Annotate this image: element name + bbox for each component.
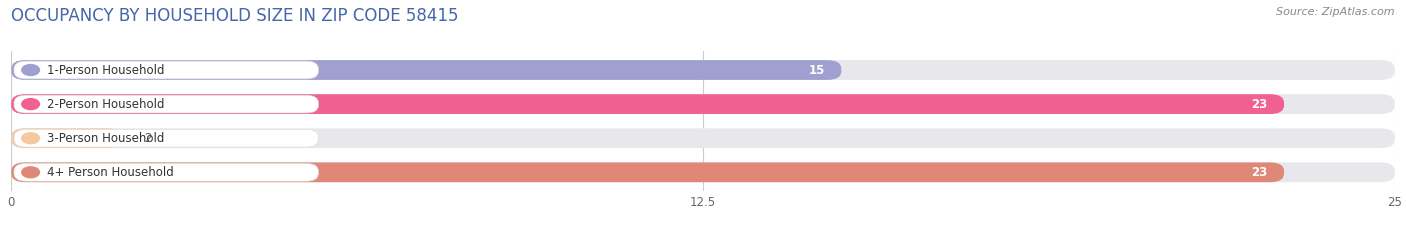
Circle shape bbox=[21, 65, 39, 75]
FancyBboxPatch shape bbox=[14, 61, 318, 79]
FancyBboxPatch shape bbox=[11, 94, 1395, 114]
Text: 15: 15 bbox=[808, 64, 825, 76]
Circle shape bbox=[21, 133, 39, 144]
Circle shape bbox=[21, 167, 39, 178]
FancyBboxPatch shape bbox=[11, 60, 841, 80]
Text: 23: 23 bbox=[1251, 166, 1267, 179]
Text: 2: 2 bbox=[143, 132, 152, 145]
FancyBboxPatch shape bbox=[11, 128, 1395, 148]
FancyBboxPatch shape bbox=[14, 95, 318, 113]
Circle shape bbox=[21, 99, 39, 110]
Text: 2-Person Household: 2-Person Household bbox=[48, 98, 165, 111]
FancyBboxPatch shape bbox=[11, 128, 122, 148]
Text: 1-Person Household: 1-Person Household bbox=[48, 64, 165, 76]
Text: OCCUPANCY BY HOUSEHOLD SIZE IN ZIP CODE 58415: OCCUPANCY BY HOUSEHOLD SIZE IN ZIP CODE … bbox=[11, 7, 458, 25]
FancyBboxPatch shape bbox=[11, 162, 1284, 182]
Text: Source: ZipAtlas.com: Source: ZipAtlas.com bbox=[1277, 7, 1395, 17]
FancyBboxPatch shape bbox=[11, 60, 1395, 80]
FancyBboxPatch shape bbox=[14, 163, 318, 181]
Text: 23: 23 bbox=[1251, 98, 1267, 111]
FancyBboxPatch shape bbox=[14, 129, 318, 147]
Text: 4+ Person Household: 4+ Person Household bbox=[48, 166, 174, 179]
Text: 3-Person Household: 3-Person Household bbox=[48, 132, 165, 145]
FancyBboxPatch shape bbox=[11, 162, 1395, 182]
FancyBboxPatch shape bbox=[11, 94, 1284, 114]
